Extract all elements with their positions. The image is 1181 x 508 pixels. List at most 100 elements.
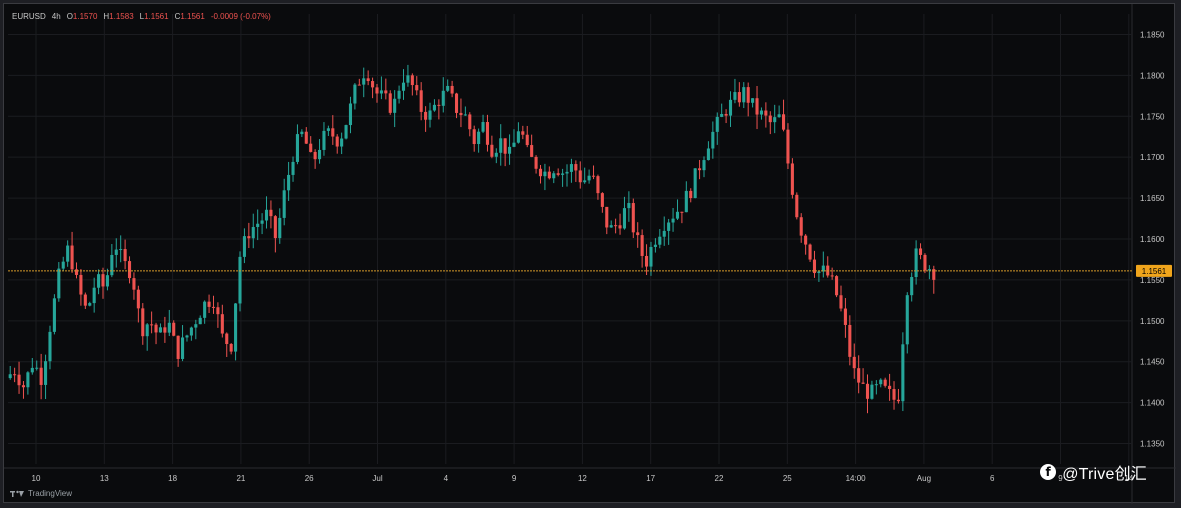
x-tick-label: 21 — [236, 474, 245, 483]
candle-body — [437, 104, 441, 106]
candle-body — [251, 227, 255, 239]
candle-body — [362, 78, 366, 85]
candle-body — [295, 134, 299, 162]
candle-body — [242, 236, 246, 257]
close-value: 1.1561 — [180, 12, 205, 21]
candle-body — [88, 303, 92, 306]
candle-body — [185, 335, 189, 338]
candle-body — [808, 244, 812, 260]
candle-body — [618, 225, 622, 229]
candle-body — [229, 343, 233, 352]
candle-body — [521, 131, 525, 135]
candle-body — [216, 307, 220, 315]
candle-body — [499, 138, 503, 153]
candle-body — [675, 211, 680, 219]
candle-body — [640, 235, 644, 256]
candle-body — [508, 146, 512, 154]
watermark-text: @Trive创汇 — [1062, 466, 1147, 483]
candle-body — [649, 246, 653, 267]
candle-body — [287, 174, 291, 191]
tradingview-branding[interactable]: TradingView — [10, 489, 72, 498]
candle-body — [300, 131, 304, 135]
candle-body — [424, 111, 428, 120]
y-tick-label: 1.1500 — [1140, 317, 1165, 326]
candle-body — [357, 84, 361, 86]
chart-canvas[interactable]: 1.1850 1.1800 1.1750 1.1700 1.1650 1.1600 1.15… — [4, 4, 1176, 504]
chart-window[interactable]: 1.1850 1.1800 1.1750 1.1700 1.1650 1.1600 1.15… — [3, 3, 1176, 504]
candle-body — [817, 271, 821, 274]
candle-body — [110, 254, 114, 276]
candle-body — [450, 85, 454, 94]
candle-body — [490, 144, 494, 157]
candle-body — [446, 85, 450, 91]
candle-body — [344, 125, 348, 139]
candle-body — [105, 275, 109, 287]
candle-body — [883, 379, 887, 386]
candle-body — [667, 222, 671, 231]
candle-body — [198, 317, 202, 325]
candle-body — [839, 295, 843, 309]
y-tick-label: 1.1700 — [1140, 153, 1165, 162]
candle-body — [163, 327, 167, 333]
low-label: L — [139, 12, 145, 21]
candle-body — [247, 236, 251, 239]
candle-body — [896, 399, 900, 402]
candle-body — [269, 209, 273, 217]
candle-body — [658, 236, 662, 245]
tradingview-logo-icon — [10, 490, 24, 497]
candle-body — [66, 245, 70, 262]
candle-body — [812, 259, 817, 274]
candle-body — [21, 385, 26, 388]
candle-body — [432, 104, 436, 111]
candle-body — [459, 112, 463, 116]
y-tick-label: 1.1850 — [1140, 30, 1165, 39]
candle-body — [225, 333, 229, 344]
candle-body — [742, 87, 746, 103]
candle-body — [154, 324, 158, 333]
x-tick-label: Jul — [372, 474, 382, 483]
symbol-label[interactable]: EURUSD — [12, 12, 46, 21]
candle-body — [273, 216, 277, 239]
candle-body — [313, 151, 317, 160]
candle-body — [636, 232, 640, 236]
candle-body — [512, 142, 516, 147]
ohlc-legend: EURUSD 4h O1.1570 H1.1583 L1.1561 C1.156… — [12, 12, 271, 21]
y-tick-label: 1.1550 — [1140, 276, 1165, 285]
candle-body — [278, 217, 282, 239]
candle-body — [746, 87, 750, 103]
candle-body — [843, 308, 847, 325]
candle-body — [44, 361, 48, 385]
candle-body — [39, 367, 43, 385]
candle-body — [534, 156, 538, 169]
timeframe-label[interactable]: 4h — [51, 12, 61, 21]
candle-body — [158, 327, 163, 333]
candle-body — [132, 278, 136, 290]
candle-body — [256, 223, 260, 228]
high-label: H — [103, 12, 110, 21]
candle-body — [331, 128, 335, 137]
candle-body — [764, 110, 768, 116]
candle-body — [715, 116, 719, 132]
candle-body — [547, 171, 551, 179]
candle-body — [702, 160, 706, 171]
candle-body — [454, 93, 459, 113]
candle-body — [472, 129, 476, 145]
candle-body — [388, 93, 392, 113]
candle-body — [30, 367, 34, 373]
current-price-label: 1.1561 — [1142, 267, 1167, 276]
candle-body — [234, 303, 238, 352]
x-tick-label: 17 — [646, 474, 655, 483]
candle-body — [914, 248, 918, 278]
x-tick-label: 26 — [305, 474, 314, 483]
x-tick-label: 10 — [32, 474, 41, 483]
candle-body — [167, 322, 171, 333]
candle-body — [530, 145, 534, 157]
candle-body — [711, 131, 715, 149]
y-tick-label: 1.1800 — [1140, 71, 1165, 80]
candle-body — [737, 92, 741, 103]
x-tick-label: 14 — [1124, 474, 1133, 483]
candle-body — [494, 152, 498, 157]
candle-body — [463, 114, 467, 116]
candle-body — [835, 276, 839, 296]
candle-body — [759, 110, 763, 115]
